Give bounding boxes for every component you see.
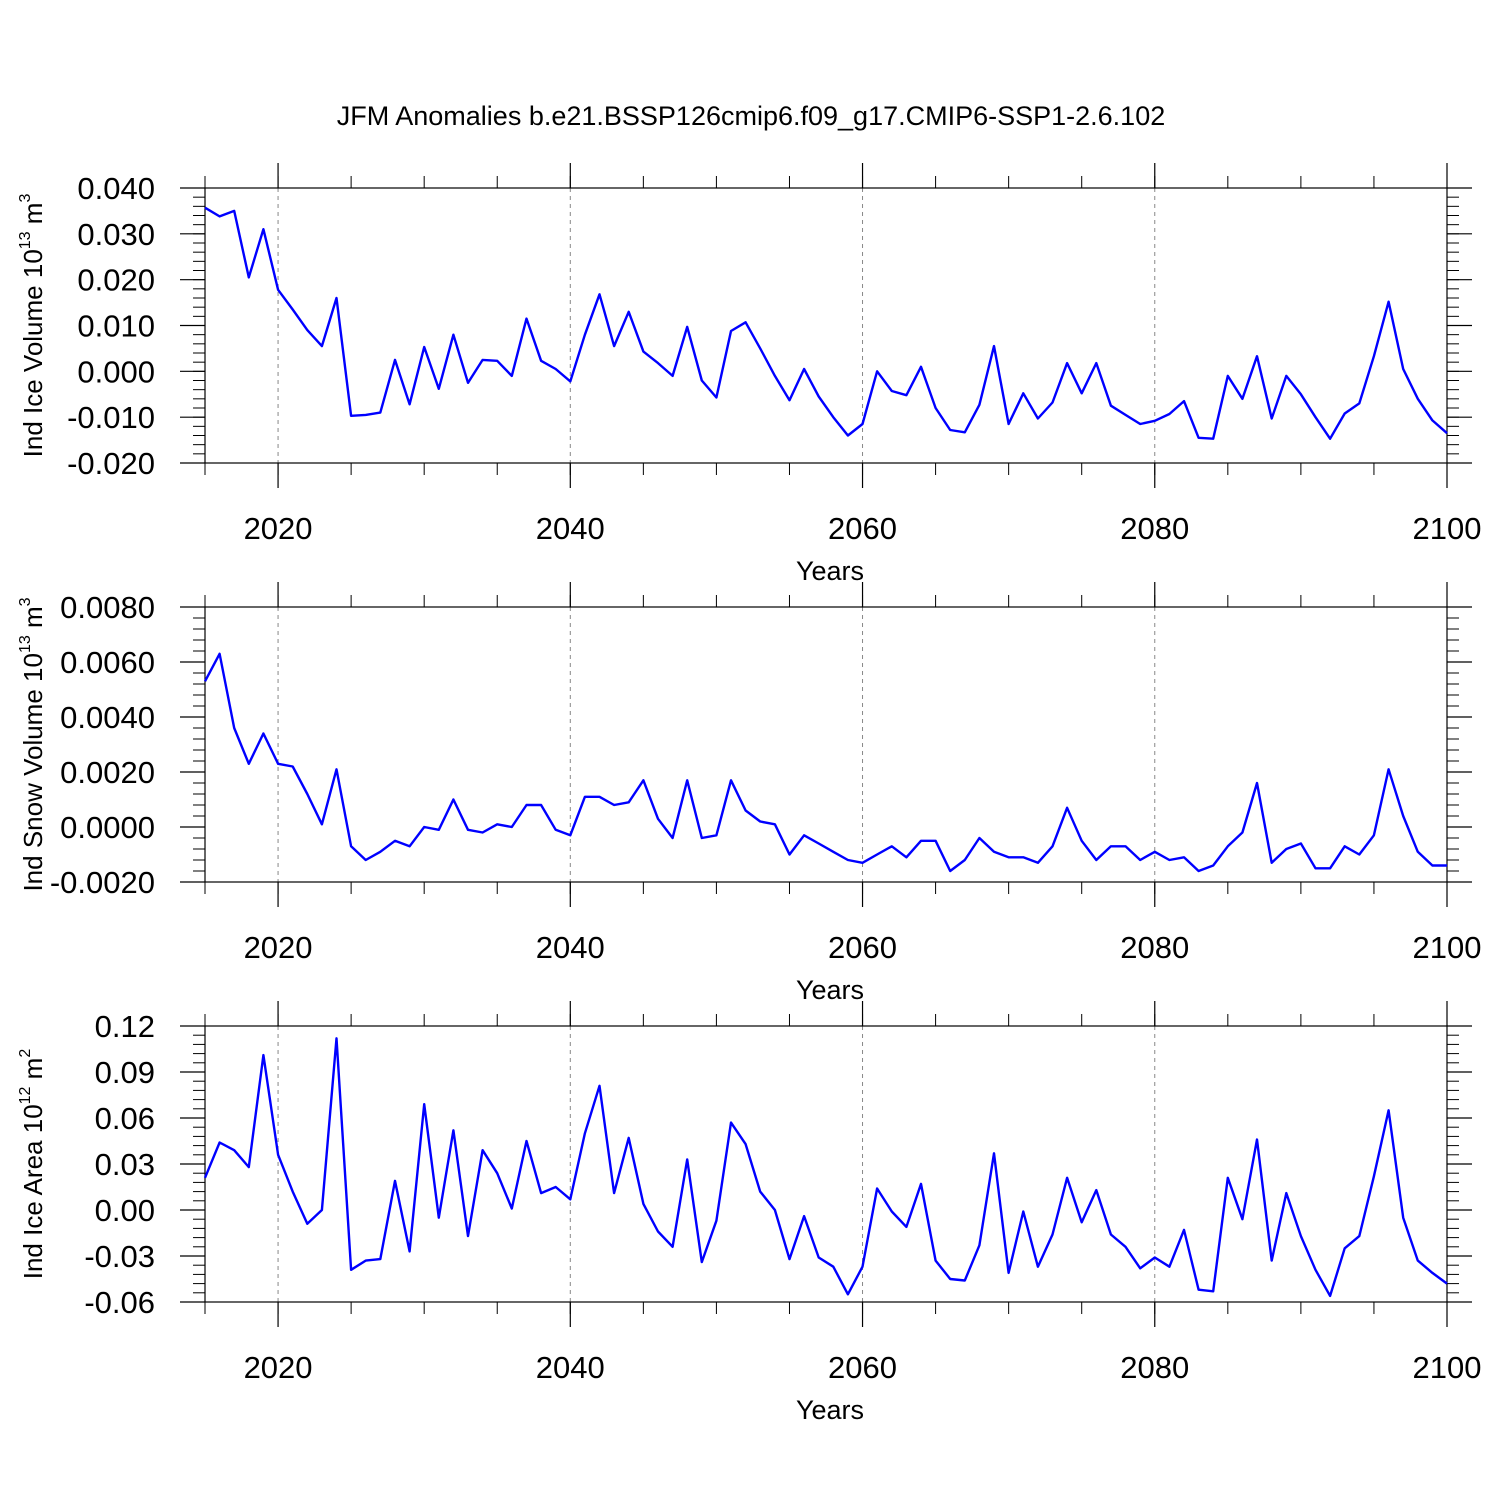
x-tick-label: 2040 [536, 1350, 605, 1385]
x-axis-label: Years [796, 975, 864, 1005]
y-tick-label: 0.0080 [60, 590, 155, 625]
x-tick-label: 2100 [1413, 511, 1482, 546]
x-axis-label: Years [796, 1395, 864, 1425]
y-axis-label: Ind Snow Volume 1013 m3 [17, 597, 48, 891]
x-tick-label: 2080 [1120, 1350, 1189, 1385]
y-tick-label: 0.12 [95, 1009, 155, 1044]
y-tick-label: -0.020 [67, 446, 155, 481]
x-tick-label: 2020 [244, 511, 313, 546]
y-tick-label: 0.0020 [60, 755, 155, 790]
y-axis-label: Ind Ice Volume 1013 m3 [17, 194, 48, 458]
series-line [203, 652, 1447, 873]
plot-frame [204, 187, 1448, 464]
y-tick-label: 0.06 [95, 1101, 155, 1136]
y-tick-label: 0.0000 [60, 810, 155, 845]
x-tick-label: 2080 [1120, 930, 1189, 965]
x-tick-label: 2080 [1120, 511, 1189, 546]
x-tick-label: 2040 [536, 930, 605, 965]
x-tick-label: 2100 [1413, 1350, 1482, 1385]
y-tick-label: -0.06 [84, 1285, 155, 1320]
y-tick-label: 0.040 [77, 171, 155, 206]
y-tick-label: 0.0040 [60, 700, 155, 735]
panel-ice-area: 0.12 0.09 0.06 0.03 0.00 -0.03 -0.06 2020 2040 20… [17, 1001, 1481, 1425]
x-tick-label: 2060 [828, 511, 897, 546]
x-tick-label: 2020 [244, 1350, 313, 1385]
y-tick-label: -0.03 [84, 1239, 155, 1274]
panel-snow-volume: 0.0080 0.0060 0.0040 0.0020 0.0000 -0.0020 202… [17, 582, 1481, 1005]
y-tick-label: 0.030 [77, 217, 155, 252]
y-axis-label: Ind Ice Area 1012 m2 [17, 1049, 48, 1280]
y-tick-label: 0.09 [95, 1055, 155, 1090]
y-tick-label: 0.03 [95, 1147, 155, 1182]
y-tick-label: 0.020 [77, 263, 155, 298]
x-tick-label: 2040 [536, 511, 605, 546]
y-tick-label: -0.0020 [50, 865, 155, 900]
y-tick-label: 0.000 [77, 354, 155, 389]
y-tick-label: -0.010 [67, 400, 155, 435]
plot-frame [204, 606, 1448, 883]
series-line [204, 206, 1448, 440]
x-tick-label: 2100 [1413, 930, 1482, 965]
series-line [203, 1037, 1448, 1298]
x-tick-label: 2060 [828, 1350, 897, 1385]
chart-title: JFM Anomalies b.e21.BSSP126cmip6.f09_g17… [337, 101, 1165, 131]
x-tick-label: 2060 [828, 930, 897, 965]
panel-ice-volume: 0.040 0.030 0.020 0.010 0.000 -0.010 -0.020 202… [17, 163, 1481, 586]
y-tick-label: 0.010 [77, 309, 155, 344]
y-tick-label: 0.00 [95, 1193, 155, 1228]
y-tick-label: 0.0060 [60, 645, 155, 680]
x-axis-label: Years [796, 556, 864, 586]
x-tick-label: 2020 [244, 930, 313, 965]
